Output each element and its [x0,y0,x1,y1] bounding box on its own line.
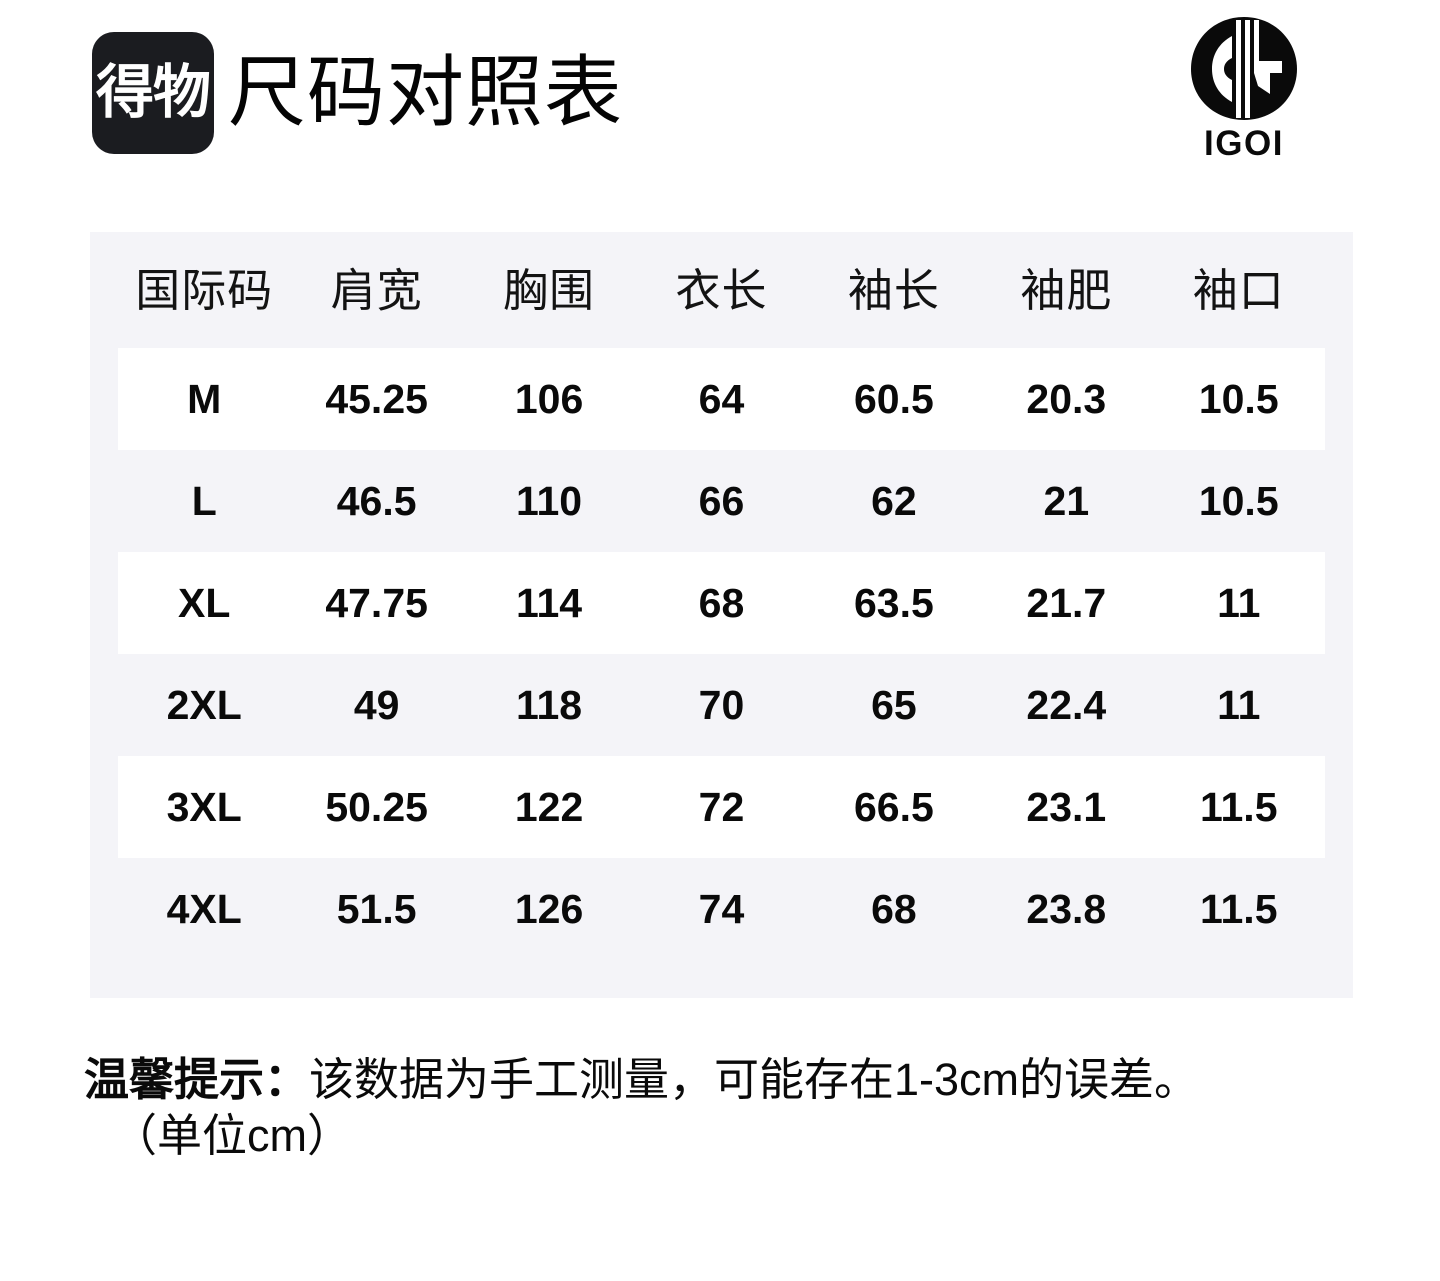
cell-size: 4XL [166,885,242,932]
cell-cuff: 10.5 [1198,375,1279,422]
cell-shoulder: 45.25 [325,375,428,422]
cell-sleeve-width: 23.1 [1026,783,1107,830]
cell-length: 72 [698,783,745,830]
page-title: 尺码对照表 [228,48,624,136]
igoi-circle-g-icon [1188,16,1300,122]
size-chart-table: 国际码 肩宽 胸围 衣长 袖长 袖肥 袖口 M 45.25 106 64 60.… [90,232,1353,998]
cell-sleeve-width: 23.8 [1026,885,1107,932]
cell-length: 64 [698,375,745,422]
cell-length: 70 [698,681,745,728]
table-row: M 45.25 106 64 60.5 20.3 10.5 [118,348,1325,450]
column-header-cuff: 袖口 [1192,264,1285,316]
cell-sleeve: 66.5 [853,783,934,830]
cell-sleeve: 65 [871,681,917,728]
cell-shoulder: 51.5 [336,885,417,932]
disclaimer-label: 温馨提示： [84,1054,310,1105]
cell-cuff: 11.5 [1199,783,1278,830]
cell-chest: 122 [514,783,584,830]
cell-chest: 110 [515,477,583,524]
igoi-logo: IGOI [1180,16,1330,166]
cell-length: 66 [698,477,745,524]
cell-sleeve-width: 21 [1043,477,1090,524]
dewu-brand-badge-label: 得物 [95,60,211,125]
cell-shoulder: 49 [353,681,400,728]
cell-shoulder: 46.5 [336,477,417,524]
cell-size: 2XL [166,681,242,728]
column-header-sleeve: 袖长 [847,264,940,316]
cell-chest: 126 [514,885,584,932]
cell-size: L [191,477,217,524]
cell-chest: 118 [515,681,583,728]
column-header-sleeve-width: 袖肥 [1020,264,1113,316]
table-row: 3XL 50.25 122 72 66.5 23.1 11.5 [118,756,1325,858]
disclaimer-unit-note: （单位cm） [112,1110,352,1161]
cell-sleeve-width: 20.3 [1026,375,1107,422]
disclaimer-body: 该数据为手工测量，可能存在1-3cm的误差。 [309,1054,1200,1105]
cell-shoulder: 47.75 [325,579,428,626]
page-header: 得物 尺码对照表 IGOI [0,0,1440,200]
column-header-size: 国际码 [135,264,274,316]
table-row: 4XL 51.5 126 74 68 23.8 11.5 [90,858,1353,960]
cell-length: 74 [698,885,745,932]
cell-cuff: 10.5 [1198,477,1279,524]
cell-chest: 114 [515,579,583,626]
cell-chest: 106 [514,375,584,422]
cell-sleeve: 62 [871,477,917,524]
measurement-disclaimer: 温馨提示：该数据为手工测量，可能存在1-3cm的误差。 （单位cm） [84,1052,1384,1164]
cell-sleeve-width: 22.4 [1026,681,1107,728]
cell-cuff: 11.5 [1199,885,1278,932]
cell-size: 3XL [166,783,242,830]
cell-length: 68 [698,579,745,626]
size-chart-panel: 国际码 肩宽 胸围 衣长 袖长 袖肥 袖口 M 45.25 106 64 60.… [90,232,1353,998]
table-row: 2XL 49 118 70 65 22.4 11 [90,654,1353,756]
cell-size: M [187,375,222,422]
cell-cuff: 11 [1217,681,1261,728]
table-row: XL 47.75 114 68 63.5 21.7 11 [118,552,1325,654]
dewu-brand-badge: 得物 [92,32,214,154]
cell-shoulder: 50.25 [325,783,428,830]
cell-cuff: 11 [1217,579,1261,626]
table-header-row: 国际码 肩宽 胸围 衣长 袖长 袖肥 袖口 [90,232,1353,348]
cell-size: XL [178,579,231,626]
column-header-chest: 胸围 [503,264,596,316]
table-row: L 46.5 110 66 62 21 10.5 [90,450,1353,552]
cell-sleeve: 68 [871,885,917,932]
cell-sleeve: 60.5 [853,375,934,422]
column-header-length: 衣长 [675,264,768,316]
igoi-wordmark: IGOI [1204,124,1284,163]
cell-sleeve-width: 21.7 [1026,579,1107,626]
cell-sleeve: 63.5 [853,579,934,626]
column-header-shoulder: 肩宽 [330,264,423,316]
